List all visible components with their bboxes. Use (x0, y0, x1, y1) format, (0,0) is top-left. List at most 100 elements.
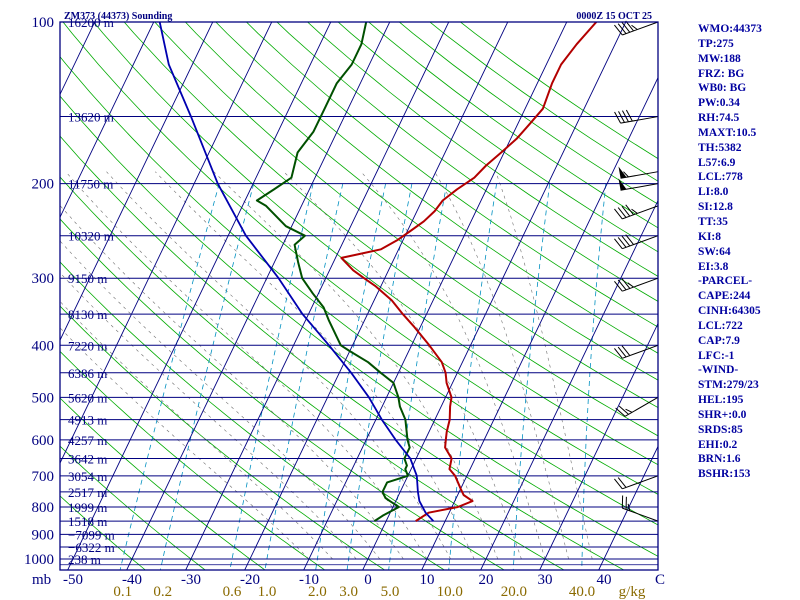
pressure-tick-label: 800 (32, 500, 55, 516)
isotherm-line (185, 22, 450, 570)
isotherm-line (67, 22, 332, 570)
wind-barb-feather (621, 205, 631, 217)
chart-time: 0000Z 15 OCT 25 (576, 11, 652, 22)
height-label: 4913 m (68, 413, 107, 428)
moist-adiabat-line (60, 205, 404, 560)
stability-index-item: CINH:64305 (698, 305, 761, 318)
wind-barb (615, 396, 659, 417)
mixing-ratio-tick-label: 5.0 (381, 584, 400, 600)
isotherm-line (60, 22, 273, 465)
dry-adiabat-line (245, 22, 658, 328)
height-label: 8130 m (68, 307, 107, 322)
wind-barb-staff (622, 475, 659, 490)
height-label: 6386 m (68, 366, 107, 381)
wind-barb-feather (614, 238, 623, 250)
stability-index-item: WB0: BG (698, 82, 747, 95)
wind-barb-feather (614, 24, 623, 36)
dry-adiabat-line (60, 495, 146, 570)
temperature-tick-label: 40 (597, 572, 612, 588)
mixing-ratio-tick-label: 3.0 (339, 584, 358, 600)
isotherm-line (598, 445, 658, 570)
isotherm-line (539, 322, 658, 570)
pressure-unit-label: mb (32, 572, 51, 588)
wind-barbs (614, 20, 659, 522)
stability-index-item: TH:5382 (698, 141, 742, 154)
wind-barb-pennant (618, 178, 627, 191)
stability-index-item: EHI:0.2 (698, 438, 738, 451)
wind-barb-feather (631, 208, 638, 214)
wind-barb-feather (614, 111, 622, 124)
height-label: 9150 m (68, 271, 107, 286)
pressure-tick-label: 600 (32, 433, 55, 449)
wind-barb (614, 277, 659, 292)
stability-index-item: SHR+:0.0 (698, 408, 747, 421)
height-label: 5620 m (68, 390, 107, 405)
wind-barb-feather (625, 234, 634, 245)
stability-index-item: BRN:1.6 (698, 453, 741, 466)
stability-index-item: SI:12.8 (698, 201, 733, 214)
temperature-tick-label: -10 (299, 572, 319, 588)
isotherm-line (303, 22, 568, 570)
profile-line-parcel-path (158, 22, 435, 522)
mixing-ratio-tick-label: 1.0 (258, 584, 277, 600)
dry-adiabat-line (60, 95, 658, 557)
sounding-profiles (158, 22, 598, 522)
height-label: 1518 m (68, 514, 107, 529)
height-label: 11750 m (68, 177, 113, 192)
temperature-tick-label: 30 (538, 572, 553, 588)
dry-adiabat-line (184, 22, 658, 381)
stability-index-item: SW:64 (698, 245, 731, 258)
wind-barb (614, 109, 659, 124)
height-label: 2517 m (68, 485, 107, 500)
wind-barb-staff (620, 171, 659, 179)
dry-adiabat-line (60, 176, 565, 570)
stability-indices-panel: WMO:44373 TP:275 MW:188 FRZ: BG WB0: BG PW:0.… (698, 22, 798, 482)
wind-barb (618, 166, 659, 179)
moist-adiabat-line (213, 171, 499, 560)
stability-index-item: MW:188 (698, 52, 741, 65)
stability-index-item: LI:8.0 (698, 186, 729, 199)
wind-barb-feather (615, 407, 626, 417)
pressure-tick-label: 700 (32, 469, 55, 485)
temperature-tick-label: 10 (420, 572, 435, 588)
wind-barb-feather (621, 22, 631, 33)
mixing-ratio-tick-label: 0.1 (113, 584, 132, 600)
mixing-ratio-tick-label: 40.0 (569, 584, 595, 600)
wind-barb-feather (617, 237, 627, 248)
wind-barb-staff (620, 116, 659, 124)
stability-index-item: -PARCEL- (698, 275, 753, 288)
wind-barb (621, 495, 659, 522)
isotherm-line (362, 22, 627, 570)
pressure-tick-label: 900 (32, 527, 55, 543)
pressure-tick-label: 300 (32, 271, 55, 287)
isotherm-line (126, 22, 391, 570)
wind-barb-staff (622, 21, 659, 36)
wind-barb-feather (614, 348, 623, 359)
profile-line-temperature (340, 22, 598, 522)
wind-barb-feather (621, 235, 631, 247)
height-label: 16200 m (68, 15, 114, 30)
moist-adiabat-line (154, 171, 475, 560)
background-grid (60, 22, 658, 570)
dry-adiabat-line (306, 22, 658, 277)
wind-barb (618, 178, 659, 191)
pressure-tick-label: 200 (32, 177, 55, 193)
isotherm-line (421, 76, 658, 570)
moist-adiabat-line (60, 240, 381, 560)
wind-barb-staff (622, 344, 659, 359)
dry-adiabat-line (60, 305, 386, 570)
stability-index-item: SRDS:85 (698, 423, 743, 436)
wind-barb-feather (627, 503, 631, 511)
stability-index-item: RH:74.5 (698, 112, 740, 125)
temperature-tick-label: -50 (63, 572, 83, 588)
dry-adiabat-line (276, 22, 658, 302)
dry-adiabat-line (62, 22, 658, 495)
wind-barb-feather (625, 408, 633, 413)
dry-adiabat-line (60, 56, 658, 526)
temperature-tick-label: 0 (364, 572, 372, 588)
plot-frame (59, 21, 659, 571)
chart-title: ZM373 (44373) Sounding (64, 11, 172, 22)
temperature-tick-label: 20 (479, 572, 494, 588)
height-label: −7099 m (68, 527, 115, 542)
